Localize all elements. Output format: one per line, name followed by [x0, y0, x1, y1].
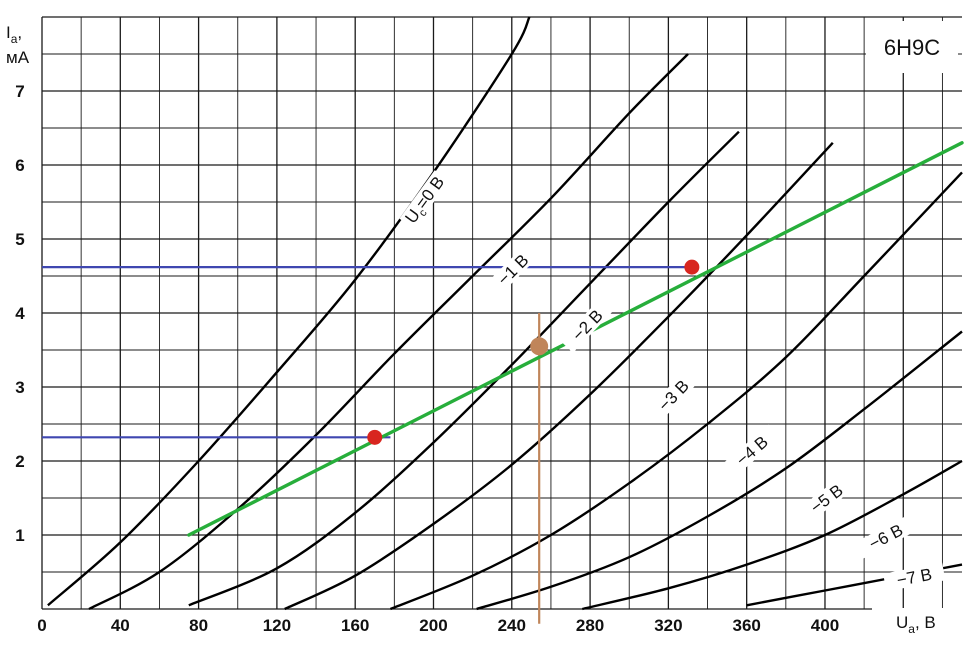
curve-label-background — [559, 297, 615, 353]
plate-curve — [476, 330, 963, 611]
x-tick-label: 160 — [341, 616, 369, 635]
y-tick-label: 7 — [15, 82, 24, 101]
tick-labels: 0 40 80 120 160 200 240 280 320 360 400 1 2 3 4 5 6 7 — [15, 82, 839, 635]
plate-curve — [188, 130, 740, 607]
x-axis-subscript: а — [908, 622, 915, 636]
reference-lines — [42, 266, 692, 624]
curve-label-text: −7 В — [895, 565, 933, 590]
y-tick-label: 4 — [15, 304, 25, 323]
y-tick-label: 1 — [15, 526, 24, 545]
curve-label: −3 В — [646, 367, 701, 424]
plate-curve — [582, 459, 963, 611]
x-axis-symbol: U — [896, 613, 908, 632]
svg-text:Iа,: Iа, — [6, 23, 22, 46]
y-axis-label: Iа, мА — [0, 20, 36, 72]
y-axis-symbol: I — [6, 23, 11, 42]
curve-label-background — [399, 170, 450, 230]
chart-title: 6Н9С — [884, 35, 940, 60]
x-axis-unit: , В — [915, 613, 936, 632]
y-tick-label: 6 — [15, 156, 24, 175]
title-box: 6Н9С — [866, 21, 958, 73]
plate-curve — [284, 141, 834, 611]
x-tick-label: 400 — [811, 616, 839, 635]
y-tick-label: 3 — [15, 378, 24, 397]
plate-curves — [47, 16, 963, 611]
y-axis-subscript: а — [11, 32, 18, 46]
y-tick-label: 5 — [15, 230, 24, 249]
curve-label: −1 В — [485, 241, 541, 297]
x-tick-label: 280 — [576, 616, 604, 635]
intersection-marker — [367, 429, 383, 445]
curve-label-background — [883, 562, 946, 592]
x-tick-label: 360 — [732, 616, 760, 635]
plate-curve — [47, 16, 531, 607]
markers — [367, 259, 700, 445]
x-tick-label: 80 — [189, 616, 208, 635]
curve-label: −4 В — [723, 424, 781, 477]
curve-label-background — [854, 514, 917, 559]
grid — [41, 16, 962, 610]
x-tick-label: 320 — [654, 616, 682, 635]
curve-label-background — [797, 473, 856, 524]
y-axis-unit: мА — [6, 48, 30, 67]
x-tick-label: 120 — [263, 616, 291, 635]
curve-label-background — [646, 367, 701, 424]
plate-curve — [88, 53, 689, 611]
svg-text:Uа, В: Uа, В — [896, 613, 936, 636]
curve-label-background — [723, 424, 781, 477]
x-tick-label: 0 — [37, 616, 46, 635]
x-tick-label: 240 — [498, 616, 526, 635]
curve-label-text: Uc=0 В — [401, 173, 450, 229]
curve-label: −7 В — [883, 562, 946, 592]
curve-labels: Uc=0 В−1 В−2 В−3 В−4 В−5 В−6 В−7 В — [399, 170, 946, 592]
x-axis-label: Uа, В — [872, 608, 972, 640]
y-axis-comma: , — [17, 23, 22, 42]
curve-label-background — [485, 241, 541, 297]
intersection-marker — [684, 259, 700, 275]
operating-point-marker — [530, 337, 549, 356]
y-tick-label: 2 — [15, 452, 24, 471]
curve-label: −5 В — [797, 473, 856, 524]
curve-label: Uc=0 В — [399, 170, 450, 230]
x-tick-label: 200 — [419, 616, 447, 635]
plate-curve — [389, 171, 963, 611]
curve-label-subscript: c — [417, 207, 430, 219]
x-tick-label: 40 — [111, 616, 130, 635]
